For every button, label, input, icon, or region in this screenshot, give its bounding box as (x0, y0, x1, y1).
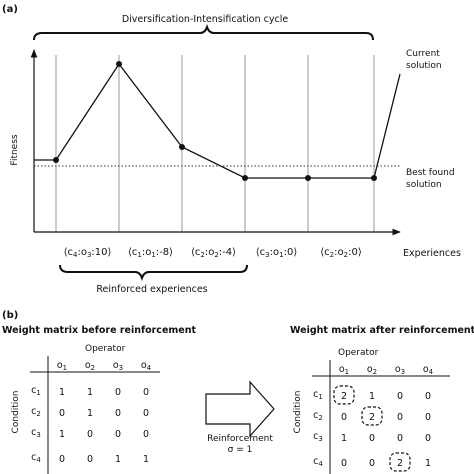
operator-header: o4 (423, 364, 434, 376)
operator-header: o1 (57, 360, 67, 372)
condition-header: c4 (313, 456, 323, 468)
experience-tuple: ⟨c1:o1:-8⟩ (128, 247, 173, 259)
matrix-cell: 0 (425, 433, 431, 444)
matrix-cell: 0 (341, 412, 347, 423)
matrix-cell: 0 (425, 412, 431, 423)
experience-dividers (55, 55, 375, 232)
matrix-cell: 0 (143, 408, 149, 419)
matrix-cell: 1 (341, 433, 347, 444)
matrix-cell: 0 (397, 412, 403, 423)
experience-tuple: ⟨c2:o2:-4⟩ (191, 247, 236, 259)
condition-header: c3 (31, 427, 41, 439)
operator-header: o2 (85, 360, 95, 372)
matrix-cell: 0 (341, 458, 347, 469)
panel-label-b: (b) (2, 310, 18, 321)
right-condition-label: Condition (293, 391, 303, 434)
left-operator-label: Operator (85, 344, 126, 354)
current-solution-label-line2: solution (406, 61, 442, 71)
experience-labels: ⟨c4:o3:10⟩ ⟨c1:o1:-8⟩ ⟨c2:o2:-4⟩ ⟨c3:o1:0⟩ ⟨… (64, 247, 362, 259)
experience-tuple: ⟨c4:o3:10⟩ (64, 247, 112, 259)
condition-header: c2 (313, 410, 323, 422)
best-found-label-line1: Best found (406, 168, 455, 178)
experience-tuple: ⟨c3:o1:0⟩ (256, 247, 298, 259)
operator-header: o2 (367, 364, 377, 376)
fitness-points (53, 61, 377, 181)
operator-header: o3 (113, 360, 123, 372)
matrix-cell: 0 (397, 433, 403, 444)
left-matrix-title: Weight matrix before reinforcement (2, 325, 196, 336)
x-axis-label: Experiences (403, 248, 461, 259)
condition-header: c4 (31, 452, 41, 464)
fitness-curve (34, 62, 401, 179)
fitness-point (116, 61, 122, 67)
reinforced-brace (59, 264, 248, 282)
left-condition-label: Condition (11, 391, 21, 434)
fitness-point (305, 175, 311, 181)
experience-tuple: ⟨c2:o2:0⟩ (320, 247, 362, 259)
cycle-brace (33, 23, 374, 41)
condition-header: c3 (313, 431, 323, 443)
matrix-cell: 1 (143, 454, 149, 465)
operator-header: o1 (339, 364, 349, 376)
matrix-cell: 2 (397, 458, 403, 469)
reinforced-cell-highlight (389, 452, 411, 472)
matrix-cell: 1 (425, 458, 431, 469)
arrow-label-line2: σ = 1 (228, 445, 253, 455)
cycle-label: Diversification-Intensification cycle (122, 14, 289, 25)
best-found-label-line2: solution (406, 180, 442, 190)
matrix-cell: 0 (143, 387, 149, 398)
current-solution-label-line1: Current (406, 49, 440, 59)
matrix-cell: 0 (59, 454, 65, 465)
matrix-cell: 0 (87, 454, 93, 465)
condition-header: c2 (31, 406, 41, 418)
matrix-cell: 1 (369, 391, 375, 402)
fitness-point (179, 144, 185, 150)
right-operator-label: Operator (338, 348, 379, 358)
arrow-label-line1: Reinforcement (207, 434, 273, 444)
matrix-cell: 0 (115, 387, 121, 398)
reinforcement-arrow (205, 380, 275, 438)
condition-header: c1 (31, 385, 41, 397)
reinforced-cell-highlight (333, 385, 355, 405)
matrix-cell: 0 (115, 429, 121, 440)
matrix-cell: 0 (369, 458, 375, 469)
matrix-cell: 0 (143, 429, 149, 440)
operator-header: o4 (141, 360, 152, 372)
reinforced-label: Reinforced experiences (96, 284, 207, 295)
right-matrix-title: Weight matrix after reinforcement (290, 325, 474, 336)
matrix-cell: 1 (115, 454, 121, 465)
fitness-point (242, 175, 248, 181)
matrix-cell: 1 (87, 408, 93, 419)
matrix-cell: 0 (115, 408, 121, 419)
fitness-point (53, 157, 59, 163)
condition-header: c1 (313, 389, 323, 401)
matrix-cell: 0 (397, 391, 403, 402)
left-weight-matrix: o1 o2 o3 o4 c1 c2 c3 c4 1 1 0 0 0 1 0 0 1 0 0 0 0 0 1 1 (31, 360, 152, 465)
matrix-cell: 2 (369, 412, 375, 423)
matrix-cell: 1 (59, 387, 65, 398)
operator-header: o3 (395, 364, 405, 376)
y-axis-label: Fitness (10, 134, 20, 165)
matrix-cell: 0 (59, 408, 65, 419)
matrix-cell: 0 (369, 433, 375, 444)
fitness-point (371, 175, 377, 181)
matrix-cell: 0 (425, 391, 431, 402)
matrix-cell: 1 (59, 429, 65, 440)
reinforced-cell-highlight (361, 406, 383, 426)
panel-label-a: (a) (2, 4, 18, 15)
right-weight-matrix: o1 o2 o3 o4 c1 c2 c3 c4 2 1 0 0 0 2 0 0 1 0 0 0 0 0 2 1 (313, 364, 434, 472)
matrix-cell: 0 (87, 429, 93, 440)
matrix-cell: 2 (341, 391, 347, 402)
matrix-cell: 1 (87, 387, 93, 398)
